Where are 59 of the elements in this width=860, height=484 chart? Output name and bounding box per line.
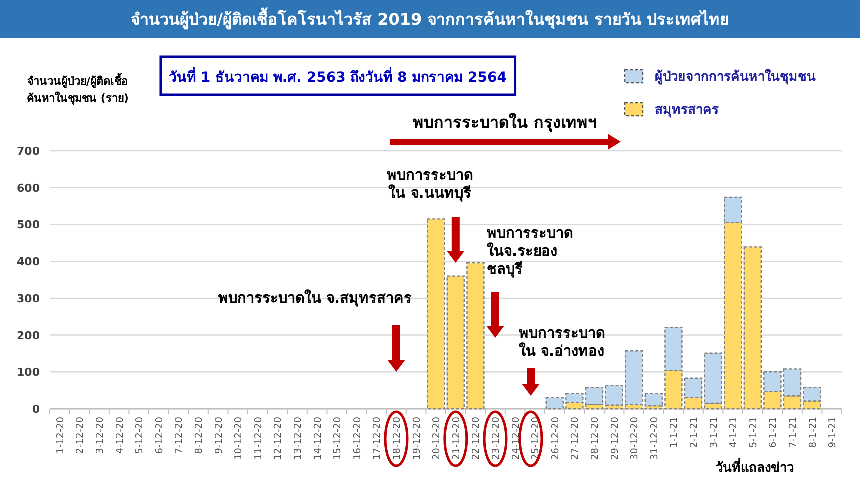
x-tick-label: 19-12-20	[412, 417, 423, 460]
x-tick-label: 22-12-20	[471, 417, 482, 460]
annotation: พบการระบาดใน จ.สมุทรสาคร	[218, 289, 412, 307]
x-tick-label: 3-1-21	[708, 417, 720, 448]
annotation: พบการระบาด ใน จ.อ่างทอง	[519, 326, 605, 360]
text: พบการระบาดใน กรุงเทพฯ	[413, 113, 597, 133]
chart-subtitle: วันที่ 1 ธันวาคม พ.ศ. 2563 ถึงวันที่ 8 มกราคม 2564	[168, 67, 508, 86]
legend-label: สมุทรสาคร	[655, 103, 719, 118]
y-axis-title: จำนวนผู้ป่วย/ผู้ติดเชื้อ ค้นหาในชุมชน (ราย)	[27, 73, 129, 106]
y-tick-label: 100	[17, 366, 40, 380]
y-tick-label: 500	[17, 218, 40, 232]
x-tick-label: 17-12-20	[372, 417, 384, 460]
x-tick-label: 21-12-20	[451, 417, 462, 460]
x-tick-label: 7-1-21	[788, 417, 799, 448]
annotation: พบการระบาด ในจ.ระยอง ชลบุรี	[487, 226, 573, 278]
y-tick-label: 0	[32, 403, 40, 416]
x-tick-label: 23-12-20	[491, 417, 502, 460]
x-axis-title: วันที่แถลงข่าว	[716, 458, 794, 476]
y-tick-label: 300	[17, 292, 40, 306]
x-tick-label: 8-1-21	[808, 417, 819, 448]
x-tick-label: 8-12-20	[194, 417, 205, 454]
x-tick-label: 6-1-21	[768, 417, 780, 448]
x-tick-label: 10-12-20	[234, 417, 245, 460]
x-tick-label: 11-12-20	[253, 417, 264, 460]
x-tick-label: 14-12-20	[312, 417, 324, 460]
x-tick-label: 9-12-20	[214, 417, 225, 454]
chart-title: จำนวนผู้ป่วย/ผู้ติดเชื้อโคโรนาไวรัส 2019 จากการค้นหาในชุมชน รายวัน ประเทศไทย	[131, 7, 729, 31]
x-tick-label: 26-12-20	[550, 417, 562, 460]
x-tick-label: 6-12-20	[154, 417, 166, 454]
x-tick-label: 1-12-20	[55, 417, 66, 454]
x-tick-label: 31-12-20	[649, 417, 660, 460]
x-tick-label: 12-12-20	[273, 417, 284, 460]
x-tick-label: 3-12-20	[95, 417, 106, 454]
x-tick-label: 1-1-21	[669, 417, 680, 448]
x-tick-label: 5-1-21	[748, 417, 760, 448]
y-tick-label: 400	[17, 256, 40, 269]
y-tick-label: 600	[17, 182, 40, 195]
x-tick-label: 28-12-20	[590, 417, 601, 460]
x-tick-label: 16-12-20	[352, 417, 364, 460]
x-tick-label: 30-12-20	[630, 417, 641, 460]
x-tick-label: 18-12-20	[392, 417, 403, 460]
x-tick-label: 4-12-20	[114, 417, 126, 454]
x-tick-label: 2-1-21	[689, 417, 700, 448]
x-tick-label: 7-12-20	[174, 417, 186, 454]
y-tick-label: 700	[17, 145, 40, 158]
x-tick-label: 29-12-20	[610, 417, 621, 460]
x-tick-label: 27-12-20	[570, 417, 582, 460]
x-tick-label: 2-12-20	[75, 417, 86, 454]
legend-label: ผู้ป่วยจากการค้นหาในชุมชน	[655, 68, 816, 85]
x-tick-label: 13-12-20	[293, 417, 304, 460]
x-tick-label: 4-1-21	[728, 417, 740, 448]
y-tick-label: 200	[17, 329, 40, 342]
x-tick-label: 24-12-20	[510, 417, 522, 460]
x-tick-label: 15-12-20	[332, 417, 344, 460]
x-tick-label: 5-12-20	[134, 417, 146, 454]
annotation: พบการระบาด ใน จ.นนทบุรี	[387, 168, 473, 202]
x-tick-label: 9-1-21	[828, 417, 839, 448]
x-tick-label: 20-12-20	[432, 417, 443, 460]
bar	[426, 218, 446, 410]
